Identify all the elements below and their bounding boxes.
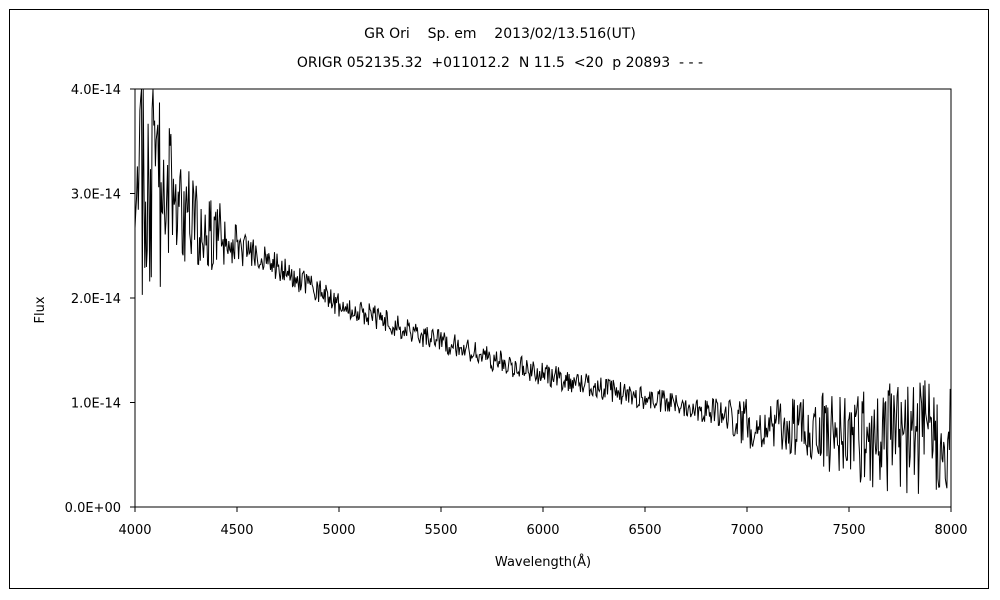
x-tick-label: 7500: [832, 523, 865, 538]
y-tick-label: 0.0E+00: [65, 501, 121, 516]
x-axis-label: Wavelength(Å): [495, 554, 591, 570]
x-tick-label: 5500: [424, 523, 457, 538]
x-tick-label: 4500: [220, 523, 253, 538]
x-axis-ticks: 4000 4500 5000 5500 6000 6500 7000 7500 8000: [118, 507, 968, 538]
y-axis-ticks: 0.0E+00 1.0E-14 2.0E-14 3.0E-14 4.0E-14: [65, 83, 135, 516]
x-tick-label: 5000: [322, 523, 355, 538]
chart-subtitle: ORIGR 052135.32 +011012.2 N 11.5 <20 p 2…: [296, 55, 704, 71]
x-tick-label: 8000: [934, 523, 967, 538]
y-tick-label: 4.0E-14: [71, 83, 121, 98]
spectrum-series: [134, 88, 952, 494]
chart-title: GR Ori Sp. em 2013/02/13.516(UT): [364, 26, 636, 42]
spectrum-line: [134, 88, 952, 494]
y-tick-label: 2.0E-14: [71, 292, 121, 307]
x-tick-label: 6500: [628, 523, 661, 538]
x-tick-label: 7000: [730, 523, 763, 538]
y-tick-label: 3.0E-14: [71, 188, 121, 203]
x-tick-label: 6000: [526, 523, 559, 538]
y-axis-label: Flux: [33, 296, 48, 323]
y-tick-label: 1.0E-14: [71, 397, 121, 412]
plot-area: [134, 88, 952, 508]
x-tick-label: 4000: [118, 523, 151, 538]
